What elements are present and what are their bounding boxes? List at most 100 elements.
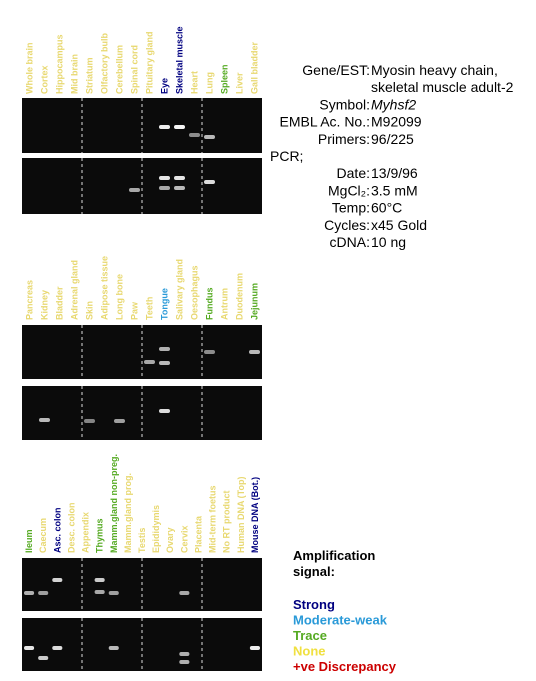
gel-band: [24, 591, 35, 595]
lane-label: Lung: [205, 72, 215, 94]
gel-image: [22, 98, 262, 153]
lane-label: Oesophagus: [190, 265, 200, 320]
lane-label: Mamm.gland prog.: [123, 473, 133, 553]
lane-label: Adrenal gland: [70, 260, 80, 320]
lane-label: Appendix: [81, 512, 91, 553]
lane-label: Liver: [235, 72, 245, 94]
gel-band: [159, 347, 170, 351]
lane-label: Spleen: [220, 64, 230, 94]
gel-band: [114, 419, 125, 423]
gel-band: [144, 360, 155, 364]
legend-title: signal:: [293, 564, 335, 579]
lane-label: Caecum: [38, 518, 48, 553]
gel-band: [84, 419, 95, 423]
gel-band: [159, 176, 170, 180]
lane-label: Teeth: [145, 297, 155, 320]
lane-label: Pancreas: [25, 280, 35, 320]
gel-band: [108, 646, 119, 650]
lane-label: Adipose tissue: [100, 256, 110, 320]
gel-band: [94, 590, 105, 594]
info-label: Primers:: [318, 131, 370, 147]
info-value: x45 Gold: [371, 217, 427, 233]
lane-label: Ileum: [24, 529, 34, 553]
gel-band: [204, 180, 215, 184]
lane-label: Gall bladder: [250, 41, 260, 94]
gel-band: [159, 186, 170, 190]
info-label: Symbol:: [319, 96, 370, 112]
lane-label: Desc. colon: [66, 502, 76, 553]
gel-band: [129, 188, 140, 192]
gel-band: [159, 409, 170, 413]
lane-label: Placenta: [193, 515, 203, 553]
gel-band: [249, 646, 260, 650]
lane-label: Ovary: [165, 527, 175, 553]
lane-label: Skin: [85, 301, 95, 320]
info-label: Date:: [337, 165, 370, 181]
info-value: 10 ng: [371, 234, 406, 250]
lane-label: Mouse DNA (Bot.): [250, 477, 260, 553]
gel-band: [174, 125, 185, 129]
gel-band: [159, 361, 170, 365]
lane-label: Cortex: [40, 65, 50, 94]
lane-label: Human DNA (Top): [236, 477, 246, 554]
info-value: 13/9/96: [371, 165, 418, 181]
info-value: Myosin heavy chain,: [371, 62, 498, 78]
legend-title: Amplification: [293, 548, 375, 563]
gel-band: [204, 135, 215, 139]
info-value: 96/225: [371, 131, 414, 147]
gel-band: [189, 133, 200, 137]
lane-label: Antrum: [220, 288, 230, 320]
lane-label: Thymus: [95, 518, 105, 553]
lane-label: Striatum: [85, 57, 95, 94]
lane-label: Olfactory bulb: [100, 32, 110, 94]
info-label: MgCl₂:: [328, 182, 370, 198]
info-label: Temp:: [332, 200, 370, 216]
lane-label: Pituitary gland: [145, 31, 155, 94]
info-label: EMBL Ac. No.:: [279, 114, 370, 130]
gel-band: [174, 186, 185, 190]
gel-band: [179, 652, 190, 656]
lane-label: Mid-term foetus: [208, 486, 218, 554]
legend-entry: None: [293, 644, 326, 659]
info-value: M92099: [371, 114, 422, 130]
lane-label: Salivary gland: [175, 259, 185, 320]
gel-band: [38, 591, 49, 595]
gel-image: [22, 158, 262, 214]
legend-entry: Trace: [293, 628, 327, 643]
lane-label: Epididymis: [151, 505, 161, 553]
gel-band: [179, 660, 190, 664]
gel-band: [174, 176, 185, 180]
gel-band: [52, 578, 63, 582]
gel-band: [204, 350, 215, 354]
lane-label: Heart: [190, 71, 200, 94]
legend-entry: Moderate-weak: [293, 613, 388, 628]
lane-label: Hippocampus: [55, 34, 65, 94]
info-value: 60°C: [371, 200, 402, 216]
lane-label: Skeletal muscle: [175, 26, 185, 94]
lane-label: Asc. colon: [52, 507, 62, 553]
gel-band: [38, 656, 49, 660]
lane-label: Mamm.gland non-preg.: [109, 454, 119, 553]
lane-label: Long bone: [115, 274, 125, 320]
lane-label: Paw: [130, 301, 140, 320]
info-value: Myhsf2: [371, 96, 416, 112]
gel-band: [39, 418, 50, 422]
lane-label: Cerebellum: [115, 45, 125, 94]
lane-label: No RT product: [222, 491, 232, 554]
lane-label: Eye: [160, 78, 170, 94]
lane-label: Tongue: [160, 288, 170, 320]
info-value: 3.5 mM: [371, 182, 418, 198]
lane-label: Kidney: [40, 290, 50, 320]
gel-band: [179, 591, 190, 595]
info-label: Cycles:: [324, 217, 370, 233]
info-label: Gene/EST:: [302, 62, 370, 78]
info-heading: PCR;: [270, 148, 303, 164]
lane-label: Spinal cord: [130, 45, 140, 94]
info-value: skeletal muscle adult-2: [371, 79, 514, 95]
lane-label: Mid brain: [70, 54, 80, 94]
lane-label: Whole brain: [25, 43, 35, 95]
gel-band: [108, 591, 119, 595]
gel-band: [52, 646, 63, 650]
lane-label: Duodenum: [235, 273, 245, 320]
